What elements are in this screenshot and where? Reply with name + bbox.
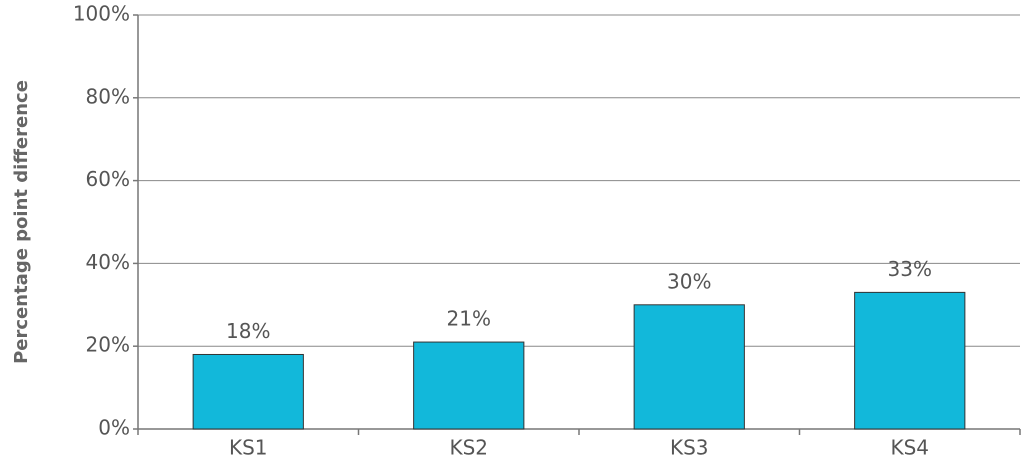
- value-label: 30%: [667, 269, 711, 293]
- y-tick-label: 80%: [86, 84, 130, 108]
- value-label: 33%: [888, 257, 932, 281]
- bar: [192, 353, 304, 430]
- y-tick-label: 40%: [86, 250, 130, 274]
- bar: [854, 291, 966, 430]
- x-tick-label: KS1: [229, 436, 268, 460]
- value-label: 18%: [226, 319, 270, 343]
- y-tick-label: 0%: [98, 416, 130, 440]
- y-tick-label: 60%: [86, 167, 130, 191]
- x-tick-label: KS3: [670, 436, 709, 460]
- x-tick-label: KS4: [890, 436, 929, 460]
- y-tick-label: 20%: [86, 333, 130, 357]
- bar: [633, 304, 745, 430]
- value-label: 21%: [447, 307, 491, 331]
- y-axis-title: Percentage point difference: [11, 80, 32, 364]
- bar: [413, 341, 525, 430]
- y-tick-label: 100%: [73, 2, 130, 26]
- x-tick-label: KS2: [449, 436, 488, 460]
